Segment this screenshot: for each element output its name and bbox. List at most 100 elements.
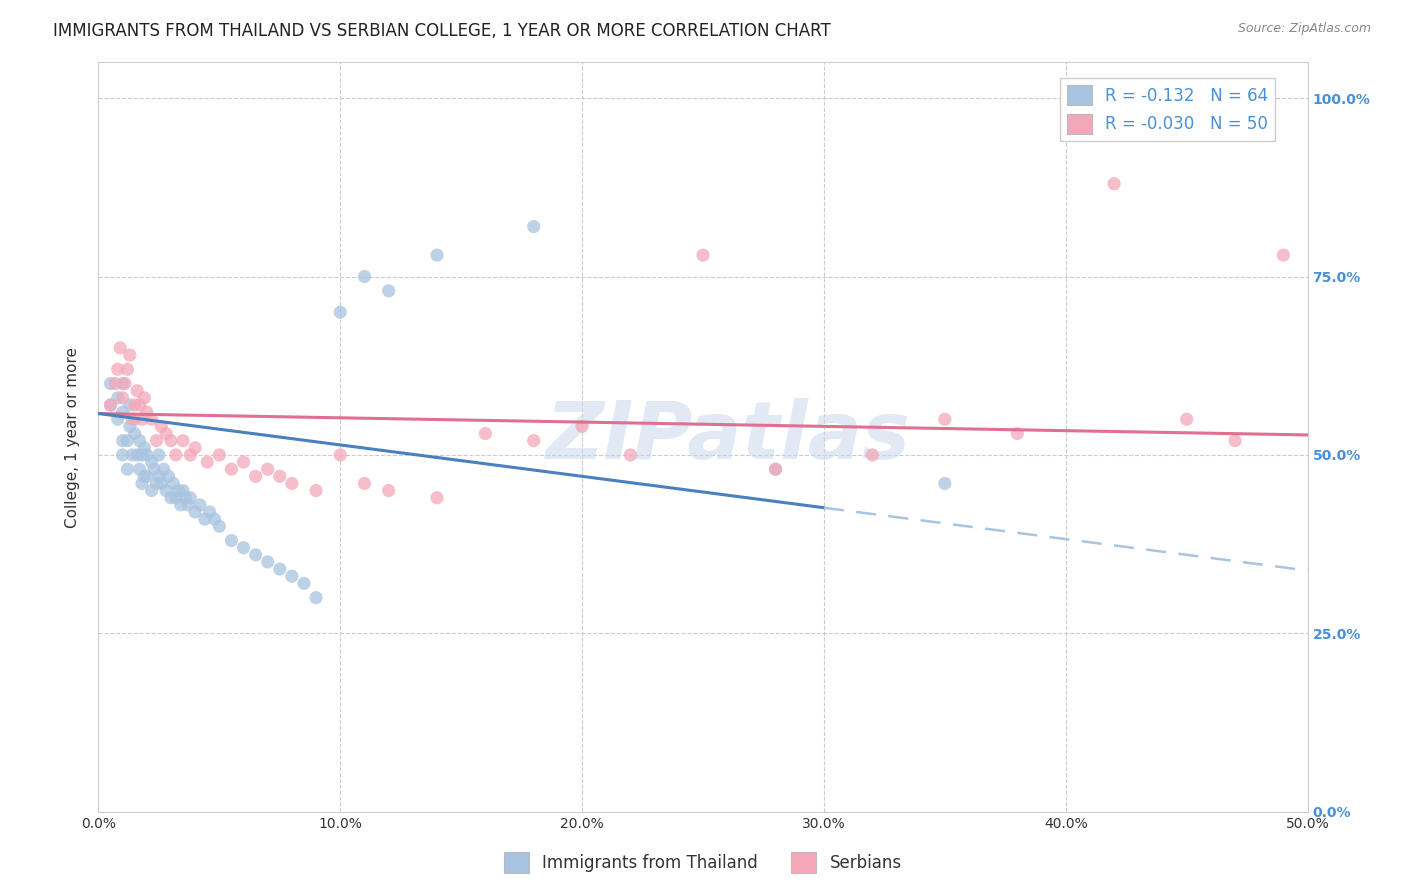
- Point: [111, 405, 134, 419]
- Point: [111, 448, 134, 462]
- Point: [150, 419, 173, 434]
- Point: [141, 412, 163, 426]
- Point: [179, 491, 201, 505]
- Point: [118, 398, 141, 412]
- Point: [281, 569, 304, 583]
- Point: [121, 448, 143, 462]
- Point: [114, 376, 136, 391]
- Point: [111, 376, 134, 391]
- Point: [377, 284, 399, 298]
- Point: [353, 269, 375, 284]
- Point: [198, 505, 221, 519]
- Point: [131, 448, 153, 462]
- Legend: R = -0.132   N = 64, R = -0.030   N = 50: R = -0.132 N = 64, R = -0.030 N = 50: [1060, 78, 1275, 141]
- Point: [128, 434, 150, 448]
- Point: [1223, 434, 1246, 448]
- Point: [184, 505, 207, 519]
- Point: [692, 248, 714, 262]
- Point: [131, 412, 153, 426]
- Point: [426, 248, 449, 262]
- Point: [256, 462, 278, 476]
- Point: [1007, 426, 1029, 441]
- Point: [329, 448, 352, 462]
- Point: [1175, 412, 1198, 426]
- Point: [152, 462, 174, 476]
- Point: [117, 362, 139, 376]
- Point: [121, 412, 143, 426]
- Point: [155, 426, 177, 441]
- Point: [179, 448, 201, 462]
- Point: [150, 476, 173, 491]
- Point: [117, 462, 139, 476]
- Point: [100, 398, 122, 412]
- Point: [167, 483, 190, 498]
- Point: [135, 448, 157, 462]
- Point: [305, 483, 328, 498]
- Point: [353, 476, 375, 491]
- Point: [127, 448, 149, 462]
- Point: [934, 412, 956, 426]
- Text: IMMIGRANTS FROM THAILAND VS SERBIAN COLLEGE, 1 YEAR OR MORE CORRELATION CHART: IMMIGRANTS FROM THAILAND VS SERBIAN COLL…: [53, 22, 831, 40]
- Legend: Immigrants from Thailand, Serbians: Immigrants from Thailand, Serbians: [498, 846, 908, 880]
- Point: [1102, 177, 1125, 191]
- Point: [194, 512, 217, 526]
- Point: [269, 469, 291, 483]
- Point: [107, 362, 129, 376]
- Point: [135, 405, 157, 419]
- Point: [145, 434, 167, 448]
- Point: [269, 562, 291, 576]
- Point: [128, 398, 150, 412]
- Point: [765, 462, 787, 476]
- Point: [160, 434, 183, 448]
- Point: [134, 391, 156, 405]
- Point: [208, 448, 231, 462]
- Y-axis label: College, 1 year or more: College, 1 year or more: [65, 347, 80, 527]
- Point: [245, 469, 267, 483]
- Point: [174, 491, 197, 505]
- Point: [523, 434, 546, 448]
- Point: [1272, 248, 1295, 262]
- Point: [128, 462, 150, 476]
- Point: [232, 455, 254, 469]
- Point: [426, 491, 449, 505]
- Point: [118, 419, 141, 434]
- Point: [108, 341, 131, 355]
- Point: [141, 455, 163, 469]
- Point: [127, 384, 149, 398]
- Point: [111, 391, 134, 405]
- Point: [107, 391, 129, 405]
- Text: Source: ZipAtlas.com: Source: ZipAtlas.com: [1237, 22, 1371, 36]
- Point: [221, 533, 243, 548]
- Point: [281, 476, 304, 491]
- Point: [232, 541, 254, 555]
- Text: ZIPatlas: ZIPatlas: [544, 398, 910, 476]
- Point: [329, 305, 352, 319]
- Point: [377, 483, 399, 498]
- Point: [148, 469, 170, 483]
- Point: [172, 483, 194, 498]
- Point: [118, 348, 141, 362]
- Point: [135, 469, 157, 483]
- Point: [165, 448, 187, 462]
- Point: [143, 462, 166, 476]
- Point: [523, 219, 546, 234]
- Point: [208, 519, 231, 533]
- Point: [124, 398, 146, 412]
- Point: [292, 576, 315, 591]
- Point: [305, 591, 328, 605]
- Point: [177, 498, 200, 512]
- Point: [160, 491, 183, 505]
- Point: [134, 441, 156, 455]
- Point: [131, 476, 153, 491]
- Point: [188, 498, 211, 512]
- Point: [107, 412, 129, 426]
- Point: [117, 434, 139, 448]
- Point: [172, 434, 194, 448]
- Point: [195, 455, 218, 469]
- Point: [111, 434, 134, 448]
- Point: [141, 483, 163, 498]
- Point: [256, 555, 278, 569]
- Point: [157, 469, 180, 483]
- Point: [860, 448, 883, 462]
- Point: [148, 448, 170, 462]
